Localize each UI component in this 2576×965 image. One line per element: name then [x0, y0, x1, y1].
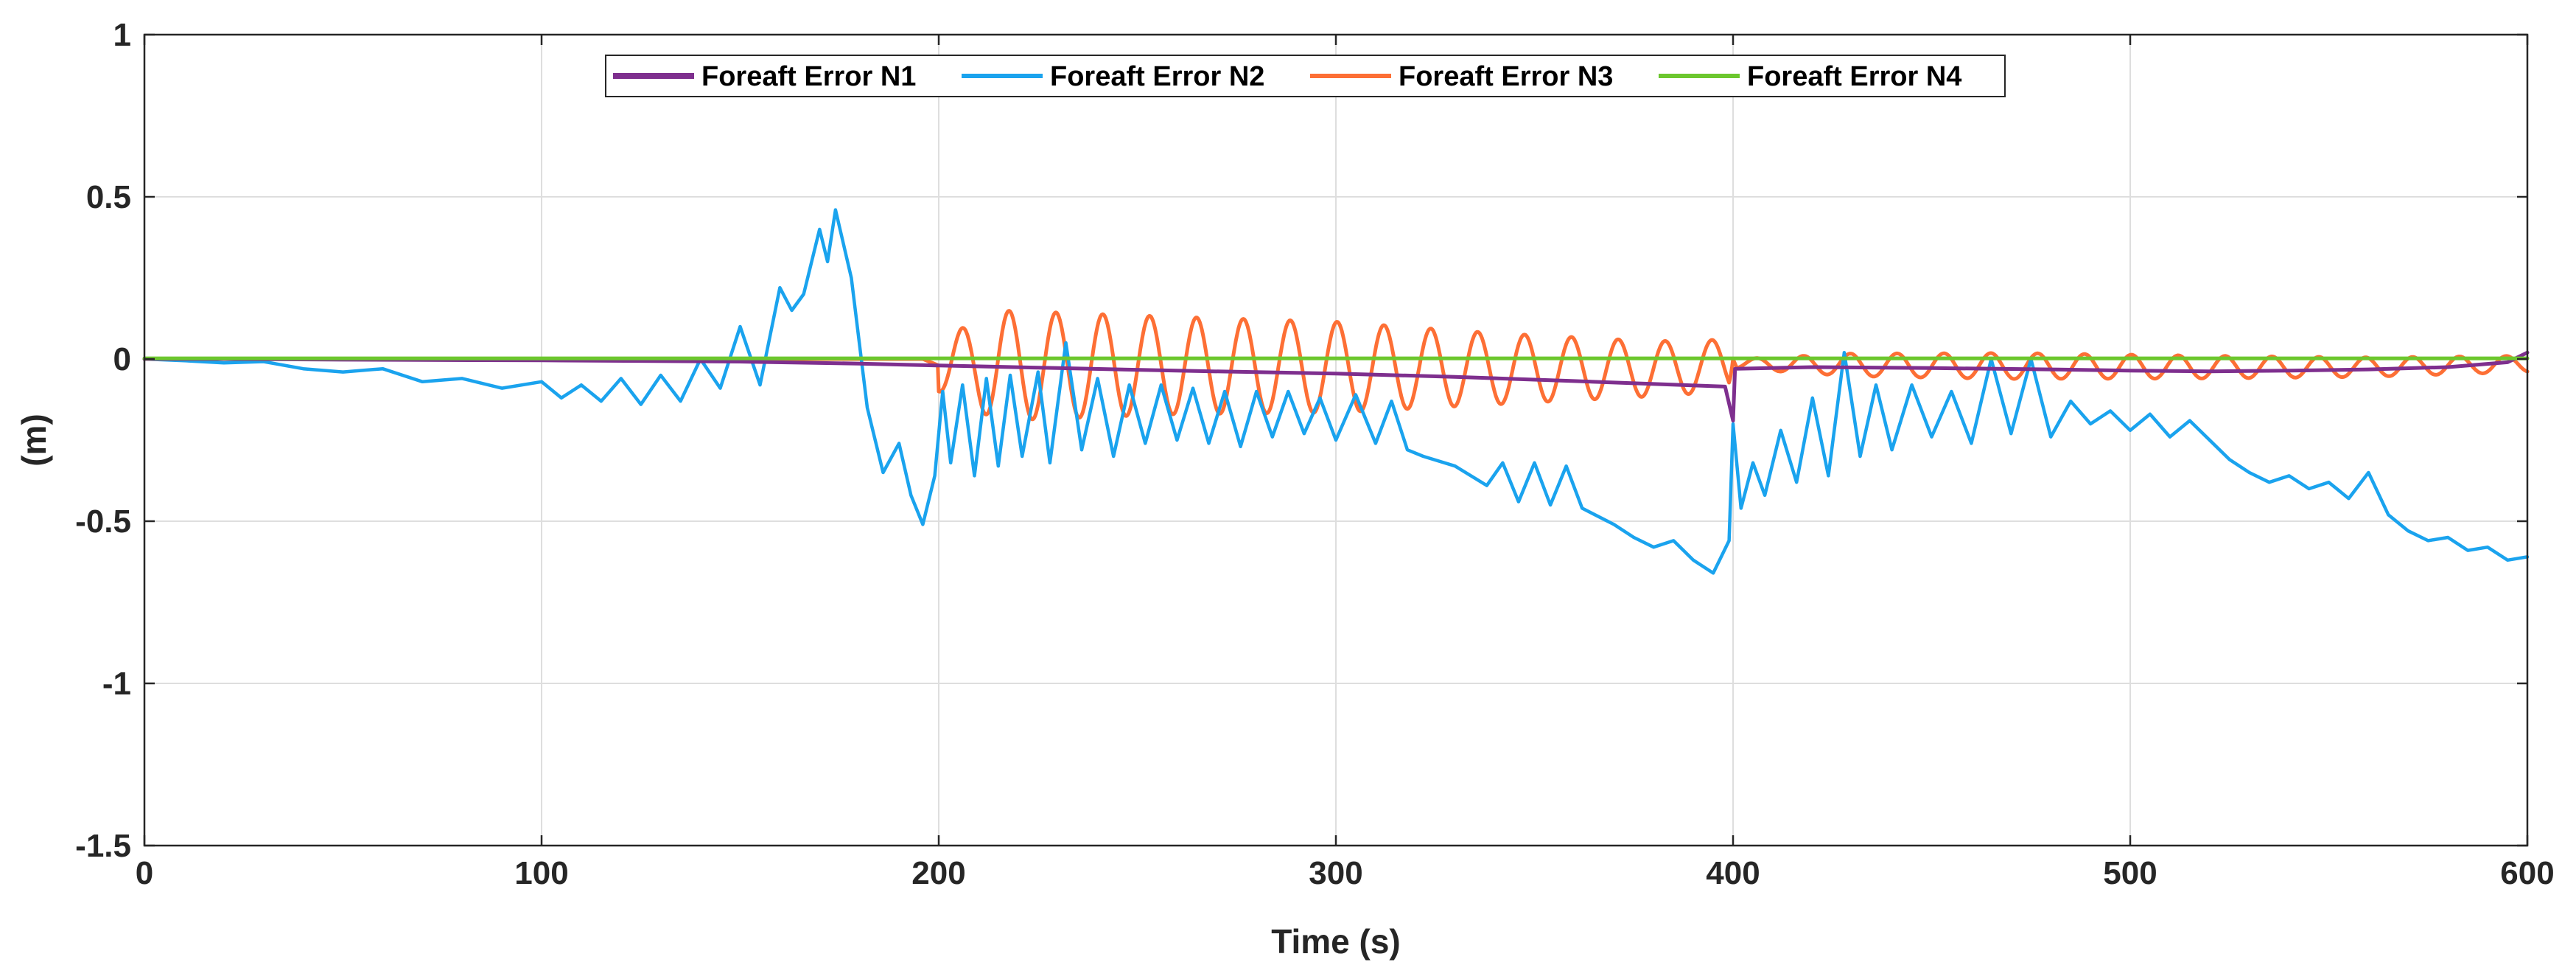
x-tick-label: 600	[2500, 855, 2554, 891]
y-axis-label: (m)	[15, 414, 53, 467]
x-tick-label: 500	[2103, 855, 2157, 891]
y-tick-label: 1	[113, 17, 131, 53]
axis-ticks	[143, 33, 2529, 847]
legend-label-n3: Foreaft Error N3	[1399, 61, 1613, 92]
x-axis-label: Time (s)	[1271, 922, 1401, 961]
x-tick-label: 300	[1309, 855, 1362, 891]
y-tick-label: -0.5	[75, 504, 131, 540]
y-tick-label: -1.5	[75, 828, 131, 864]
x-tick-label: 400	[1706, 855, 1760, 891]
legend-label-n4: Foreaft Error N4	[1747, 61, 1961, 92]
y-tick-label: -1	[102, 666, 131, 702]
legend-label-n1: Foreaft Error N1	[701, 61, 916, 92]
legend-item-n3: Foreaft Error N3	[1310, 61, 1613, 92]
legend-box	[605, 55, 2006, 97]
legend-item-n1: Foreaft Error N1	[613, 61, 916, 92]
x-tick-label: 100	[514, 855, 568, 891]
x-tick-label: 200	[911, 855, 965, 891]
x-tick-labels: 0 100 200 300 400 500 600	[136, 855, 2555, 891]
y-tick-labels: 1 0.5 0 -0.5 -1 -1.5	[75, 17, 131, 864]
series-line-n1	[142, 350, 2530, 423]
legend-item-n2: Foreaft Error N2	[962, 61, 1264, 92]
y-tick-label: 0.5	[86, 179, 131, 215]
y-tick-label: 0	[113, 341, 131, 377]
legend: Foreaft Error N1 Foreaft Error N2 Foreaf…	[605, 55, 2006, 97]
series-layer	[142, 208, 2530, 575]
series-line-n2	[142, 208, 2530, 575]
legend-label-n2: Foreaft Error N2	[1050, 61, 1264, 92]
x-tick-label: 0	[136, 855, 153, 891]
legend-item-n4: Foreaft Error N4	[1659, 61, 1961, 92]
